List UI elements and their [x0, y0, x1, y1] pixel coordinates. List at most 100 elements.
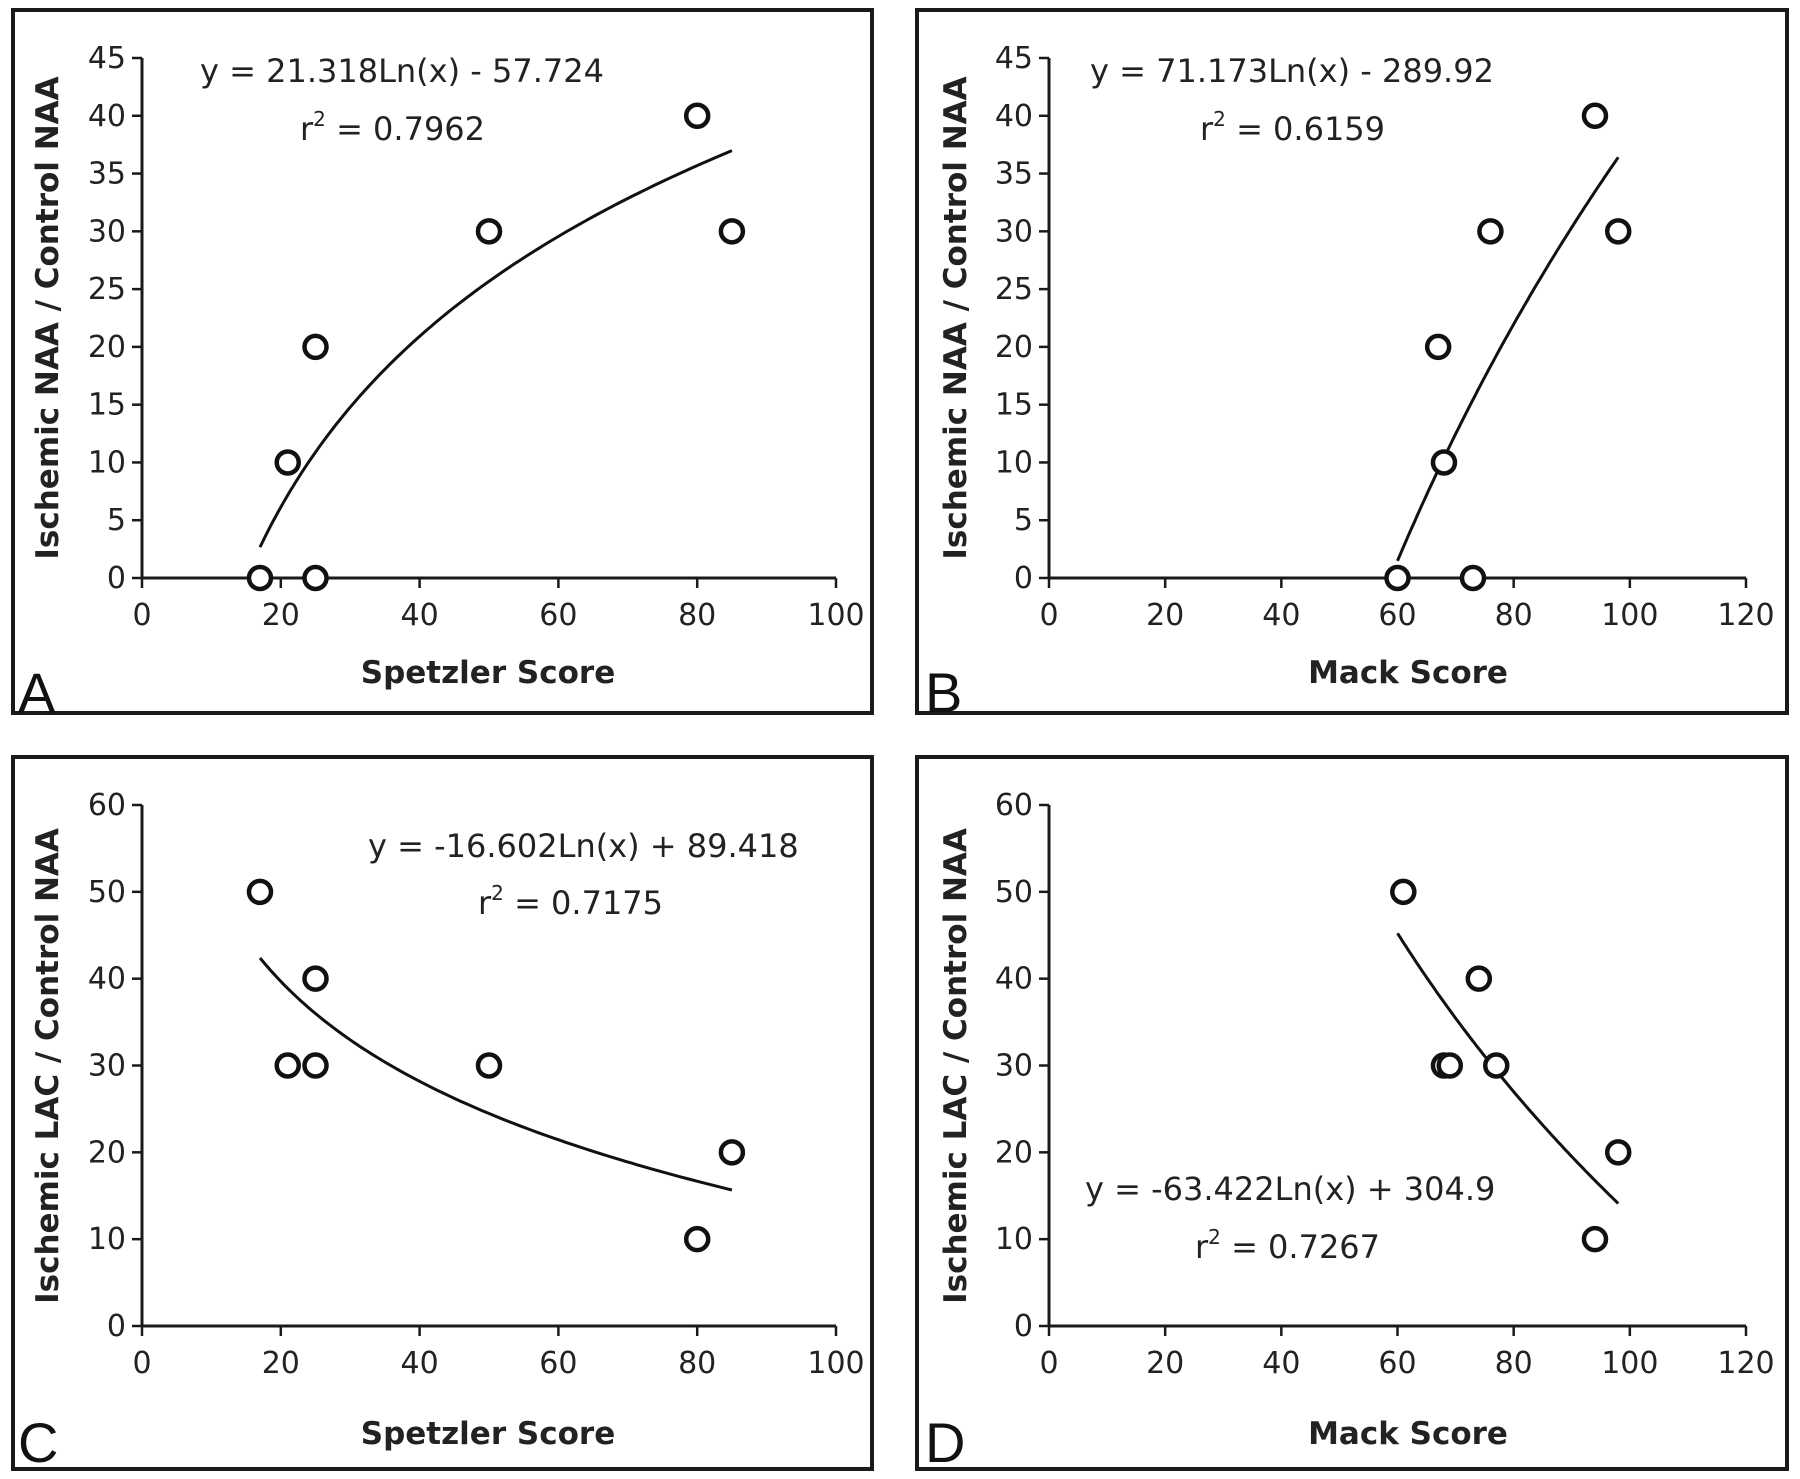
- data-point: [274, 1052, 301, 1079]
- y-tick-label: 30: [995, 1049, 1033, 1084]
- x-axis-title: Spetzler Score: [361, 1416, 615, 1452]
- x-axis-title: Spetzler Score: [361, 655, 615, 691]
- y-tick-label: 40: [995, 962, 1033, 997]
- y-tick-label: 35: [995, 157, 1033, 192]
- regression-equation: y = 71.173Ln(x) - 289.92: [1090, 52, 1494, 90]
- data-point: [1390, 878, 1417, 906]
- r-squared-label: r2 = 0.7175: [478, 881, 663, 922]
- y-axis-title: Ischemic LAC / Control NAA: [30, 828, 66, 1304]
- y-tick-label: 0: [107, 1309, 126, 1344]
- x-tick-label: 80: [1495, 1346, 1533, 1381]
- data-point: [302, 564, 329, 592]
- y-tick-label: 40: [88, 99, 126, 134]
- data-point: [302, 1052, 329, 1079]
- y-tick-label: 50: [995, 875, 1033, 910]
- data-point: [246, 878, 274, 906]
- y-tick-label: 15: [995, 388, 1033, 423]
- y-axis-title: Ischemic NAA / Control NAA: [938, 76, 974, 559]
- x-tick-label: 60: [539, 598, 577, 633]
- y-tick-label: 0: [1014, 1309, 1033, 1344]
- r-squared-exponent: 2: [491, 881, 504, 905]
- y-tick-label: 5: [1014, 503, 1033, 538]
- y-tick-label: 40: [88, 962, 126, 997]
- data-point: [302, 965, 329, 992]
- data-point: [1465, 965, 1493, 992]
- y-tick-label: 25: [88, 272, 126, 307]
- y-tick-label: 10: [995, 1222, 1033, 1257]
- data-point: [1581, 1225, 1609, 1253]
- x-tick-label: 100: [807, 1346, 864, 1381]
- y-tick-label: 60: [88, 788, 126, 823]
- y-tick-label: 10: [995, 445, 1033, 480]
- x-tick-label: 0: [1039, 598, 1058, 633]
- r-squared-exponent: 2: [313, 107, 326, 131]
- x-tick-label: 40: [401, 1346, 439, 1381]
- x-tick-label: 40: [401, 598, 439, 633]
- chart-panel-d: 0 10 20 30 40 50 60 0 20 40 60 80 100 120 Mack Score Is…: [915, 755, 1789, 1474]
- data-point: [1581, 102, 1609, 130]
- chart-panel-b: 0 5 10 15 20 25 30 35 40 45 0 20 40 60 80 100 120 Mack Sc…: [915, 8, 1789, 724]
- x-tick-label: 0: [132, 1346, 151, 1381]
- y-tick-label: 15: [88, 388, 126, 423]
- x-tick-label: 40: [1262, 598, 1300, 633]
- data-point: [683, 1225, 711, 1253]
- data-point: [1604, 1139, 1632, 1166]
- y-tick-label: 30: [88, 1049, 126, 1084]
- y-tick-label: 50: [88, 875, 126, 910]
- data-point: [475, 218, 503, 245]
- y-tick-label: 30: [995, 214, 1033, 249]
- chart-panel-a: 0 5 10 15 20 25 30 35 40 45 0 20 40 60 80 100 Spetzler S…: [11, 8, 874, 724]
- x-tick-label: 60: [1378, 598, 1416, 633]
- x-tick-label: 0: [132, 598, 151, 633]
- y-tick-label: 45: [88, 41, 126, 76]
- y-tick-label: 60: [995, 788, 1033, 823]
- x-tick-label: 20: [262, 598, 300, 633]
- y-tick-label: 30: [88, 214, 126, 249]
- data-point: [475, 1052, 503, 1079]
- r-squared-exponent: 2: [1208, 1225, 1221, 1249]
- data-point: [1459, 564, 1487, 592]
- x-tick-label: 60: [539, 1346, 577, 1381]
- panel-frame: [11, 8, 874, 715]
- panel-letter: B: [925, 661, 962, 724]
- x-tick-label: 40: [1262, 1346, 1300, 1381]
- x-tick-label: 0: [1039, 1346, 1058, 1381]
- data-point: [1384, 564, 1411, 592]
- panel-frame: [11, 755, 874, 1471]
- panel-frame: [915, 8, 1789, 715]
- r-squared-symbol: r: [1195, 1228, 1209, 1266]
- data-point: [683, 102, 711, 130]
- x-tick-label: 80: [678, 1346, 716, 1381]
- y-tick-label: 35: [88, 157, 126, 192]
- panel-frame: [915, 755, 1789, 1471]
- x-tick-label: 20: [1146, 598, 1184, 633]
- trendline: [1396, 932, 1620, 1205]
- y-tick-label: 20: [88, 330, 126, 365]
- y-axis-title: Ischemic NAA / Control NAA: [30, 76, 66, 559]
- x-tick-label: 100: [1601, 1346, 1658, 1381]
- r-squared-symbol: r: [1200, 110, 1214, 148]
- y-tick-label: 20: [88, 1135, 126, 1170]
- x-tick-label: 120: [1717, 598, 1774, 633]
- x-tick-label: 20: [262, 1346, 300, 1381]
- r-squared-value: = 0.7267: [1221, 1228, 1380, 1266]
- y-tick-label: 0: [107, 561, 126, 596]
- r-squared-label: r2 = 0.7962: [300, 107, 485, 148]
- y-tick-label: 20: [995, 330, 1033, 365]
- trendline: [1396, 156, 1620, 562]
- data-point: [302, 333, 329, 361]
- x-tick-label: 100: [807, 598, 864, 633]
- data-point: [718, 1139, 746, 1166]
- x-tick-label: 60: [1378, 1346, 1416, 1381]
- data-point: [1604, 218, 1632, 245]
- r-squared-value: = 0.7962: [326, 110, 485, 148]
- y-tick-label: 5: [107, 503, 126, 538]
- y-tick-label: 0: [1014, 561, 1033, 596]
- data-point: [1477, 218, 1504, 245]
- x-axis-title: Mack Score: [1308, 1416, 1508, 1452]
- data-point: [1482, 1052, 1510, 1079]
- y-tick-label: 40: [995, 99, 1033, 134]
- panel-letter: C: [18, 1411, 58, 1474]
- data-point: [274, 449, 301, 476]
